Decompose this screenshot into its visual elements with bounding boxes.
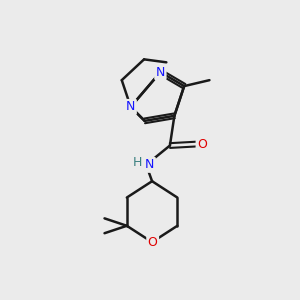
Text: H: H: [133, 156, 142, 169]
Text: N: N: [126, 100, 135, 113]
Text: N: N: [145, 158, 154, 171]
Text: O: O: [148, 236, 158, 249]
Text: N: N: [156, 66, 165, 79]
Text: O: O: [197, 138, 207, 151]
